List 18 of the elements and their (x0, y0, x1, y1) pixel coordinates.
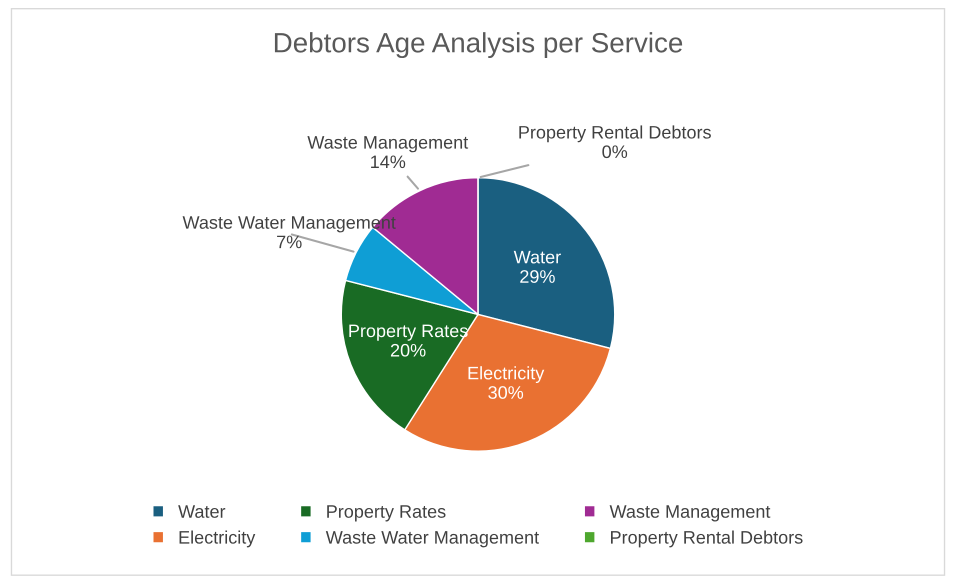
slice-label: Water (514, 250, 561, 264)
slice-label: Electricity (468, 366, 544, 384)
legend-label: Waste Management (610, 505, 770, 522)
legend-label: Water (178, 505, 226, 518)
legend-label: Waste Water Management (326, 531, 539, 548)
slice-label: Property Rates (349, 324, 468, 341)
category-label: Property Rental Debtors (519, 125, 711, 142)
legend-label: Property Rental Debtors (611, 530, 803, 548)
legend-label: Electricity (180, 530, 256, 548)
data-label: 20% (390, 344, 426, 357)
data-label: 7% (277, 236, 302, 248)
data-label: 29% (520, 270, 555, 283)
data-label: 30% (488, 386, 524, 399)
data-label: 14% (371, 155, 406, 168)
legend-label: Property Rates (327, 505, 446, 522)
slice-label: Waste Management (307, 136, 468, 152)
text: 0% (602, 145, 628, 158)
chart-title: Debtors Age Analysis per Service (274, 32, 682, 58)
